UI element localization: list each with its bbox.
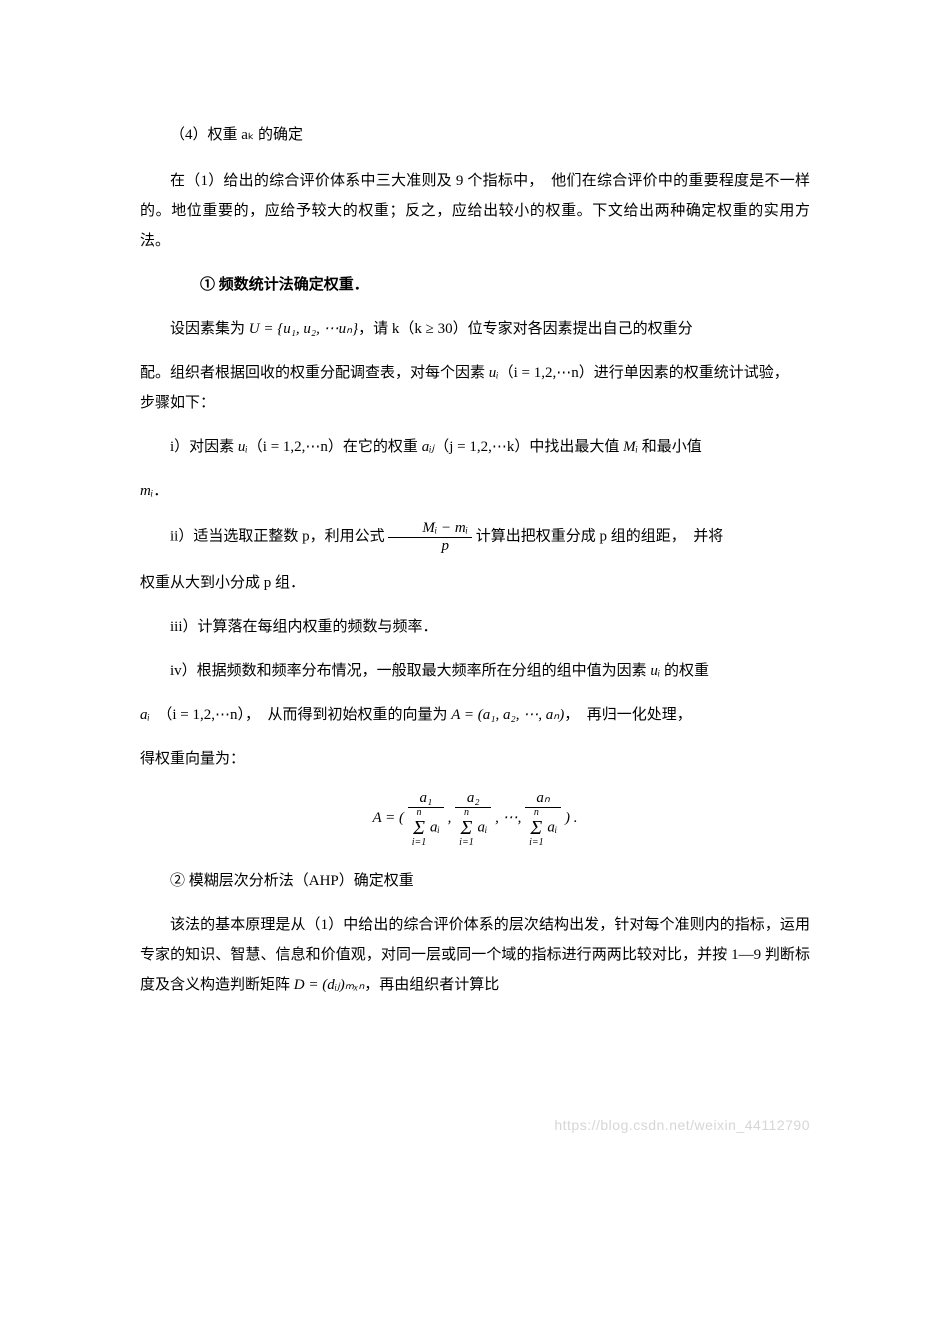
math-aij: aᵢⱼ [422,439,435,455]
math-Mi: Mᵢ [623,439,638,455]
den-sumn: n Σ i=1 aᵢ [525,808,561,848]
si-d: 和最小值 [638,439,702,455]
paragraph-factors: 设因素集为 U = {u₁, u₂, ⋯uₙ}，请 k（k ≥ 30）位专家对各… [140,314,810,344]
method-2-title: ② 模糊层次分析法（AHP）确定权重 [140,866,810,896]
sumn: n Σ i=1 [529,808,544,848]
sum2-top: n [459,808,474,818]
math-ui: uᵢ [489,365,499,381]
heading-4: （4）权重 aₖ 的确定 [140,120,810,150]
num-a2: a₂ [455,790,491,808]
method1-label: ① 频数统计法确定权重． [170,270,369,300]
math-mi: mᵢ [140,483,153,499]
sumn-sig: Σ [529,818,544,838]
math-ui2: uᵢ [238,439,248,455]
heading-text: （4）权重 aₖ 的确定 [170,127,303,143]
frac-an: aₙ n Σ i=1 aᵢ [525,790,561,848]
sum1-top: n [412,808,427,818]
sum2-bot: i=1 [459,838,474,848]
siv-d: ， 再归一化处理， [564,707,692,723]
si-b: （i = 1,2,⋯n）在它的权重 [248,439,422,455]
step-iv-cont2: 得权重向量为： [140,744,810,774]
step-ii-cont: 权重从大到小分成 p 组． [140,568,810,598]
p1-text: 在（1）给出的综合评价体系中三大准则及 9 个指标中， 他们在综合评价中的重要程… [140,173,810,249]
sii-c: 权重从大到小分成 p 组． [140,575,305,591]
fA-sep2: , [495,810,503,826]
math-ui3: uᵢ [650,663,660,679]
den-sum1: n Σ i=1 aᵢ [408,808,444,848]
step-i-cont: mᵢ． [140,476,810,506]
p2c: 配。组织者根据回收的权重分配调查表，对每个因素 [140,365,489,381]
fA-prefix: A = ( [373,810,405,826]
math-ai: aᵢ [140,707,150,723]
formula-A-vector: A = ( a₁ n Σ i=1 aᵢ , a₂ n Σ i=1 aᵢ , ⋯,… [140,790,810,848]
sii-b: 计算出把权重分成 p 组的组距， 并将 [476,528,724,544]
watermark-text: https://blog.csdn.net/weixin_44112790 [554,1117,810,1133]
p2a: 设因素集为 [170,321,249,337]
p3b: ，再由组织者计算比 [364,977,499,993]
sum1: n Σ i=1 [412,808,427,848]
sii-a: ii）适当选取正整数 p，利用公式 [170,528,388,544]
frac-num: Mᵢ − mᵢ [388,520,472,538]
sumn-term: aᵢ [547,819,557,835]
sumn-bot: i=1 [529,838,544,848]
sum2-term: aᵢ [477,819,487,835]
siv-b: 的权重 [660,663,709,679]
step-i: i）对因素 uᵢ（i = 1,2,⋯n）在它的权重 aᵢⱼ（j = 1,2,⋯k… [140,432,810,462]
sum1-bot: i=1 [412,838,427,848]
math-D: D = (dᵢⱼ)ₘₓₙ [294,977,365,993]
step-iv: iv）根据频数和频率分布情况，一般取最大频率所在分组的组中值为因素 uᵢ 的权重 [140,656,810,686]
sum2-sig: Σ [459,818,474,838]
fA-dots: ⋯, [503,810,522,826]
fA-suffix: ) . [565,810,578,826]
frac-a2: a₂ n Σ i=1 aᵢ [455,790,491,848]
frac-den: p [388,538,472,555]
siv-a: iv）根据频数和频率分布情况，一般取最大频率所在分组的组中值为因素 [170,663,650,679]
math-A: A = (a₁, a₂, ⋯, aₙ) [451,707,564,723]
sum1-term: aᵢ [430,819,440,835]
step-iii: iii）计算落在每组内权重的频数与频率． [140,612,810,642]
paragraph-factors-cont: 配。组织者根据回收的权重分配调查表，对每个因素 uᵢ（i = 1,2,⋯n）进行… [140,358,810,418]
watermark: https://blog.csdn.net/weixin_44112790 [554,1111,810,1139]
step-ii: ii）适当选取正整数 p，利用公式 Mᵢ − mᵢ p 计算出把权重分成 p 组… [140,520,810,554]
paragraph-ahp: 该法的基本原理是从（1）中给出的综合评价体系的层次结构出发，针对每个准则内的指标… [140,910,810,1000]
siv-e: 得权重向量为： [140,751,245,767]
frac-a1: a₁ n Σ i=1 aᵢ [408,790,444,848]
sum1-sig: Σ [412,818,427,838]
step-iv-cont: aᵢ （i = 1,2,⋯n）， 从而得到初始权重的向量为 A = (a₁, a… [140,700,810,730]
sum2: n Σ i=1 [459,808,474,848]
num-a1: a₁ [408,790,444,808]
paragraph-intro: 在（1）给出的综合评价体系中三大准则及 9 个指标中， 他们在综合评价中的重要程… [140,166,810,256]
math-set-U: U = {u₁, u₂, ⋯uₙ} [249,321,358,337]
method2-label: ② 模糊层次分析法（AHP）确定权重 [170,873,414,889]
p2b: ，请 k（k ≥ 30）位专家对各因素提出自己的权重分 [358,321,693,337]
si-a: i）对因素 [170,439,238,455]
num-an: aₙ [525,790,561,808]
si-c: （j = 1,2,⋯k）中找出最大值 [434,439,623,455]
fA-sep1: , [448,810,456,826]
den-sum2: n Σ i=1 aᵢ [455,808,491,848]
si-e: ． [153,483,168,499]
fraction-Mm-p: Mᵢ − mᵢ p [388,520,472,554]
siii: iii）计算落在每组内权重的频数与频率． [170,619,438,635]
method-1-title: ① 频数统计法确定权重． [140,270,810,300]
sumn-top: n [529,808,544,818]
siv-c: （i = 1,2,⋯n）， 从而得到初始权重的向量为 [165,707,451,723]
